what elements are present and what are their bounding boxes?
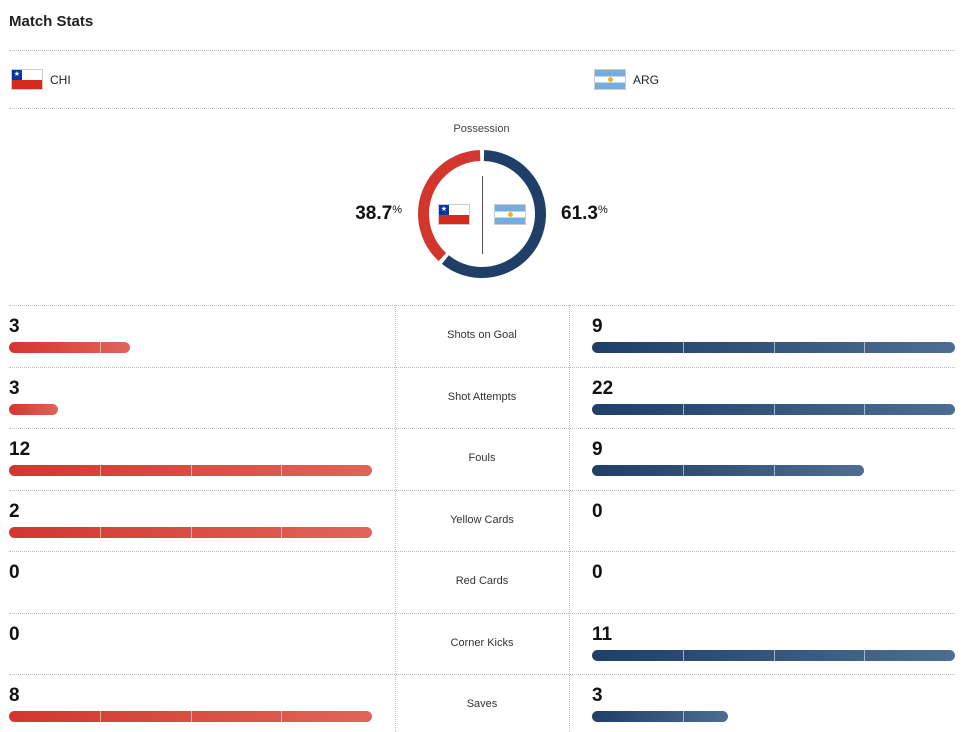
stat-away-bar	[592, 403, 955, 415]
team-home-abbr: CHI	[50, 72, 71, 87]
column-divider	[569, 305, 570, 732]
stat-row: 0 Corner Kicks 11	[9, 613, 955, 674]
bar-tick	[682, 711, 684, 722]
bar-tick	[682, 403, 684, 415]
stat-label: Yellow Cards	[450, 513, 514, 526]
stat-home-value: 3	[9, 316, 20, 337]
divider	[9, 108, 955, 109]
stat-row: 3 Shots on Goal 9	[9, 305, 955, 366]
team-away-abbr: ARG	[633, 72, 660, 87]
bar-tick	[281, 711, 283, 722]
stat-row: 8 Saves 3	[9, 674, 955, 732]
divider	[9, 428, 955, 429]
bar-tick	[773, 465, 775, 476]
bar-tick	[99, 526, 101, 538]
stat-home-value: 0	[9, 623, 20, 645]
bar-tick	[281, 465, 283, 476]
stat-label: Saves	[466, 698, 498, 710]
bar-tick	[682, 465, 684, 476]
possession-label: Possession	[453, 123, 510, 135]
bar-tick	[190, 526, 192, 538]
possession-away-value: 61.3%	[561, 203, 608, 224]
stat-home-bar	[9, 711, 372, 722]
page-title: Match Stats	[9, 13, 94, 30]
bar-tick	[682, 342, 684, 353]
divider	[9, 50, 955, 51]
bar-tick	[773, 403, 775, 415]
stat-home-bar	[9, 465, 372, 476]
divider	[9, 489, 955, 491]
stat-away-value: 9	[592, 439, 603, 460]
bar-tick	[190, 711, 192, 722]
bar-tick	[773, 342, 775, 353]
chile-flag-icon: ★	[438, 204, 470, 225]
stat-away-bar	[592, 649, 955, 661]
stat-home-value: 8	[9, 685, 20, 706]
stat-away-bar	[592, 711, 729, 722]
bar-tick	[281, 526, 283, 538]
bar-tick	[864, 342, 866, 353]
donut-divider	[482, 176, 483, 254]
stat-home-value: 2	[9, 500, 20, 522]
possession-donut-chart	[417, 150, 546, 278]
stat-away-value: 22	[592, 377, 614, 399]
bar-tick	[864, 649, 866, 661]
stat-home-bar	[9, 526, 372, 538]
stat-home-bar	[9, 403, 59, 415]
stat-label: Shots on Goal	[447, 329, 517, 341]
possession-home-value: 38.7%	[355, 203, 402, 224]
team-away[interactable]: ARG	[594, 69, 659, 90]
column-divider	[395, 305, 396, 732]
bar-tick	[99, 342, 101, 353]
stat-row: 12 Fouls 9	[9, 428, 955, 489]
divider	[9, 612, 955, 614]
bar-tick	[773, 649, 775, 661]
stat-label: Red Cards	[455, 575, 509, 587]
stat-label: Fouls	[468, 452, 496, 464]
stat-away-value: 0	[592, 562, 603, 583]
divider	[9, 366, 955, 368]
stat-away-value: 0	[592, 500, 603, 522]
argentina-flag-icon	[494, 204, 526, 225]
stat-away-bar	[592, 342, 955, 353]
stat-label: Corner Kicks	[450, 636, 514, 649]
bar-tick	[864, 403, 866, 415]
bar-tick	[99, 465, 101, 476]
divider	[9, 305, 955, 306]
stat-away-bar	[592, 465, 865, 476]
stat-home-value: 0	[9, 562, 20, 583]
chile-flag-icon: ★	[11, 69, 43, 90]
bar-tick	[190, 465, 192, 476]
team-home[interactable]: ★ CHI	[11, 69, 71, 90]
stat-row: 3 Shot Attempts 22	[9, 367, 955, 428]
stat-home-value: 12	[9, 439, 31, 460]
argentina-flag-icon	[594, 69, 626, 90]
stat-home-value: 3	[9, 377, 20, 399]
stat-away-value: 9	[592, 316, 603, 337]
bar-tick	[682, 649, 684, 661]
stat-away-value: 3	[592, 685, 603, 706]
divider	[9, 674, 955, 675]
stat-home-bar	[9, 342, 130, 353]
stat-row: 2 Yellow Cards 0	[9, 490, 955, 551]
bar-tick	[99, 711, 101, 722]
stat-away-value: 11	[592, 623, 613, 645]
stat-label: Shot Attempts	[447, 390, 517, 403]
divider	[9, 551, 955, 552]
stat-row: 0 Red Cards 0	[9, 551, 955, 612]
